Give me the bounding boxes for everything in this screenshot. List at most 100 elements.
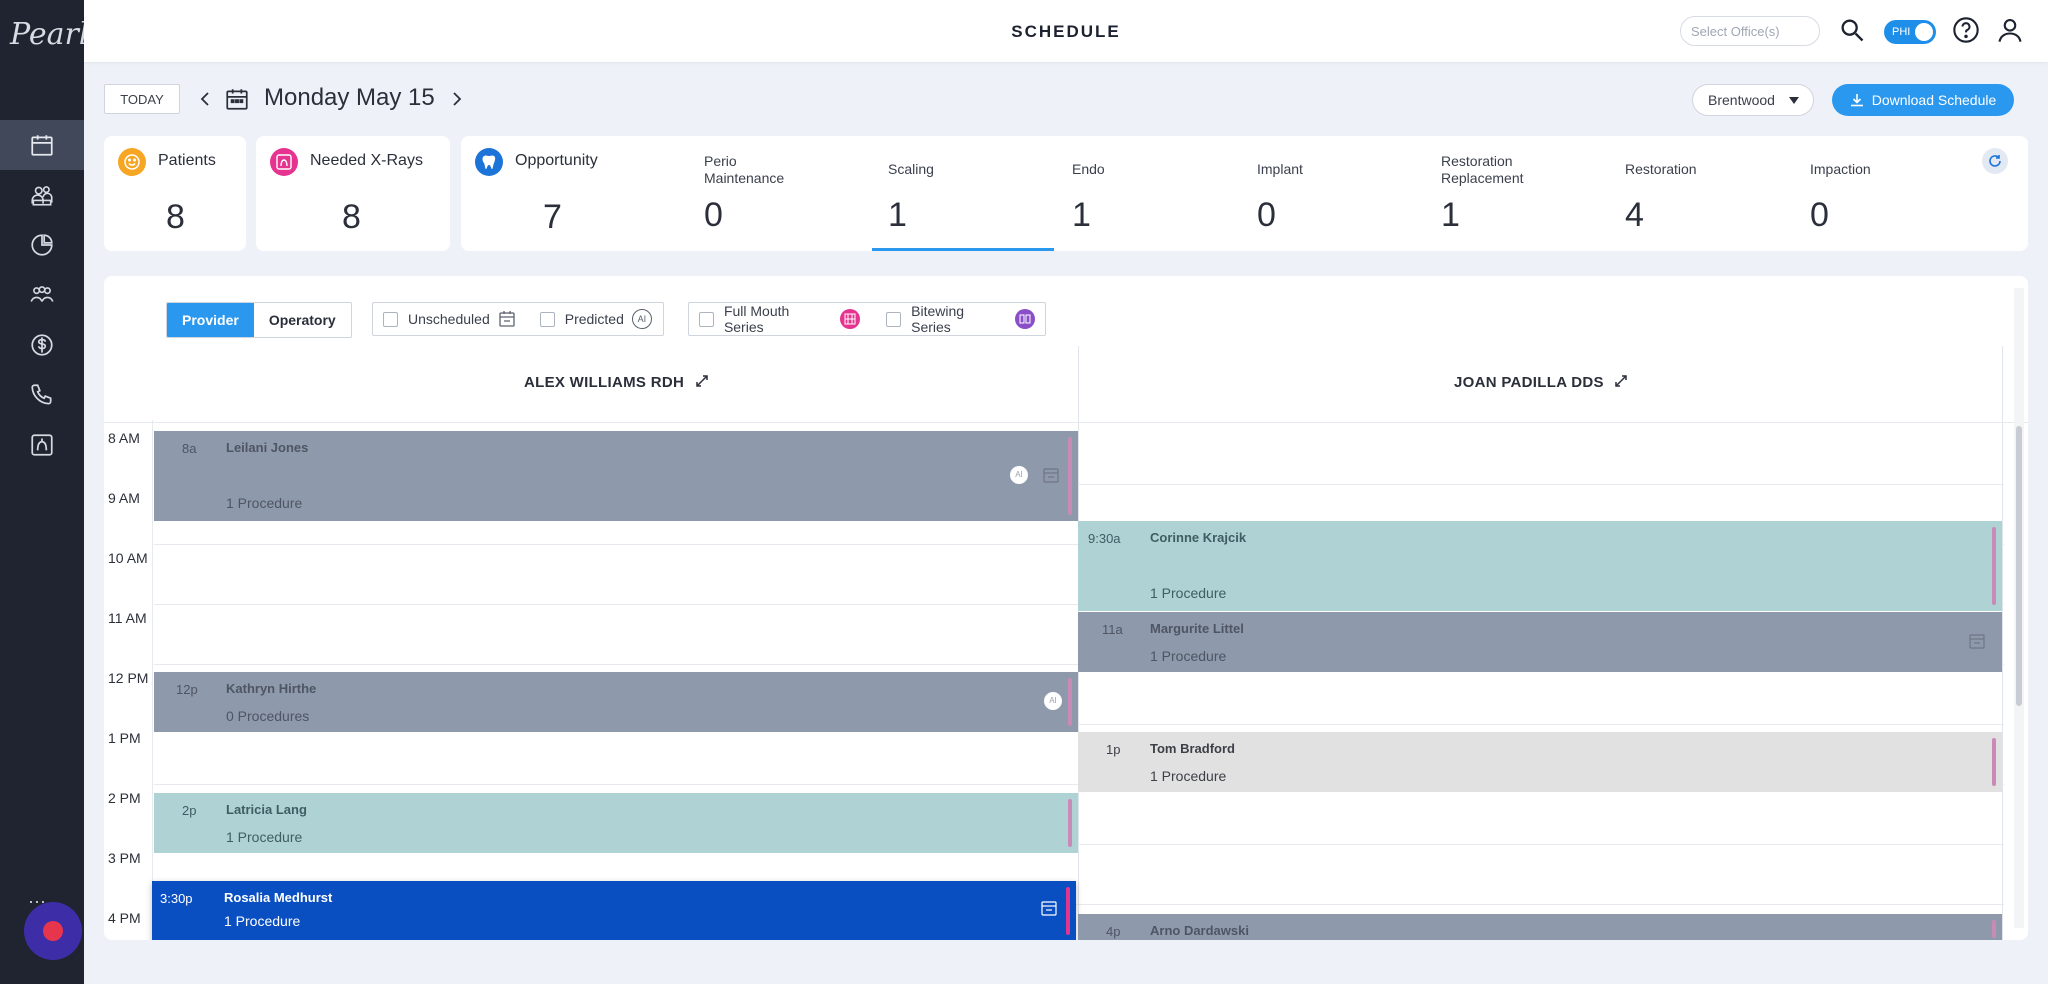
- status-bar: [1992, 920, 1996, 938]
- record-button[interactable]: [24, 902, 82, 960]
- appointment-time: 11a: [1102, 622, 1123, 637]
- provider-column-header: ALEX WILLIAMS RDH: [524, 374, 709, 391]
- patient-name[interactable]: Margurite Littel: [1150, 621, 1244, 636]
- location-select[interactable]: Brentwood: [1692, 84, 1814, 116]
- unscheduled-label: Unscheduled: [408, 311, 490, 327]
- full-mouth-series-checkbox[interactable]: [699, 311, 714, 327]
- column-divider: [2002, 346, 2003, 940]
- provider-view-button[interactable]: Provider: [167, 303, 254, 337]
- nav-patients[interactable]: [0, 170, 84, 220]
- appointment-card[interactable]: 4p Arno Dardawski: [1078, 914, 2002, 940]
- current-date: Monday May 15: [264, 84, 435, 111]
- predicted-checkbox[interactable]: [539, 311, 555, 327]
- operatory-view-button[interactable]: Operatory: [253, 303, 351, 337]
- bitewing-series-checkbox[interactable]: [886, 311, 902, 327]
- procedure-count: 1 Procedure: [226, 829, 303, 845]
- nav-team[interactable]: [0, 270, 84, 320]
- appointment-card[interactable]: 12p Kathryn Hirthe 0 Procedures AI: [154, 672, 1078, 732]
- calendar-icon: [1043, 468, 1059, 483]
- predicted-label: Predicted: [564, 311, 624, 327]
- sub-value: 0: [704, 196, 723, 234]
- patient-name[interactable]: Rosalia Medhurst: [224, 890, 333, 905]
- provider-column-header: JOAN PADILLA DDS: [1454, 374, 1628, 391]
- appointment-card[interactable]: 11a Margurite Littel 1 Procedure: [1078, 612, 2002, 672]
- caret-down-icon: [1789, 97, 1799, 104]
- search-icon[interactable]: [1838, 16, 1866, 44]
- patient-name[interactable]: Latricia Lang: [226, 802, 307, 817]
- opportunity-restoration-replacement[interactable]: Restoration Replacement 1: [1441, 136, 1591, 251]
- patient-name[interactable]: Arno Dardawski: [1150, 923, 1249, 938]
- appointment-card[interactable]: 9:30a Corinne Krajcik 1 Procedure: [1078, 521, 2002, 611]
- card-value: 8: [342, 198, 361, 236]
- grid-line: [154, 904, 2004, 905]
- status-bar: [1066, 887, 1070, 935]
- download-schedule-button[interactable]: Download Schedule: [1832, 84, 2014, 116]
- appointment-card[interactable]: 1p Tom Bradford 1 Procedure: [1078, 732, 2002, 792]
- hour-label: 11 AM: [108, 610, 147, 626]
- card-value: 8: [166, 198, 185, 236]
- appointment-time: 2p: [182, 803, 197, 818]
- ai-icon: AI: [631, 309, 652, 329]
- xray-icon: [31, 434, 53, 456]
- opportunity-restoration[interactable]: Restoration 4: [1625, 136, 1775, 251]
- opportunity-perio-maintenance[interactable]: Perio Maintenance 0: [704, 136, 854, 251]
- sub-value: 0: [1257, 196, 1276, 234]
- calendar-icon: [31, 135, 53, 156]
- phi-label: PHI: [1892, 26, 1911, 38]
- full-mouth-series-label: Full Mouth Series: [723, 303, 790, 335]
- appointment-card-selected[interactable]: 3:30p Rosalia Medhurst 1 Procedure: [152, 881, 1076, 940]
- nav-analytics[interactable]: [0, 220, 84, 270]
- nav-billing[interactable]: [0, 320, 84, 370]
- hour-label: 9 AM: [108, 490, 140, 506]
- unscheduled-checkbox[interactable]: [383, 311, 398, 327]
- nav-xray[interactable]: [0, 420, 84, 470]
- appointment-card[interactable]: 2p Latricia Lang 1 Procedure: [154, 793, 1078, 853]
- appointment-time: 9:30a: [1088, 531, 1121, 546]
- status-bar: [1068, 799, 1072, 847]
- status-bar: [1068, 437, 1072, 515]
- billing-icon: [31, 334, 53, 356]
- patient-name[interactable]: Kathryn Hirthe: [226, 681, 317, 696]
- user-icon[interactable]: [1996, 16, 2024, 44]
- today-button[interactable]: TODAY: [104, 84, 180, 114]
- calendar-icon: [1969, 634, 1985, 649]
- chevron-right-icon[interactable]: [448, 88, 466, 110]
- card-title: Patients: [158, 152, 216, 169]
- patient-name[interactable]: Corinne Krajcik: [1150, 530, 1247, 545]
- appointment-card[interactable]: 8a Leilani Jones 1 Procedure AI: [154, 431, 1078, 521]
- phi-toggle[interactable]: PHI: [1884, 20, 1936, 44]
- top-header: SCHEDULE Select Office(s) PHI: [84, 0, 2048, 62]
- phone-icon: [31, 384, 52, 405]
- nav-schedule[interactable]: [0, 120, 84, 170]
- patients-icon: [31, 186, 53, 206]
- patient-name[interactable]: Leilani Jones: [226, 440, 309, 455]
- refresh-button[interactable]: [1982, 148, 2008, 174]
- office-select-input[interactable]: Select Office(s): [1680, 16, 1820, 46]
- opportunity-impaction[interactable]: Impaction 0: [1810, 136, 1960, 251]
- xrays-card[interactable]: Needed X-Rays 8: [256, 136, 450, 251]
- ai-icon: AI: [1010, 466, 1028, 484]
- provider-name: JOAN PADILLA DDS: [1454, 374, 1604, 391]
- scrollbar[interactable]: [2016, 426, 2022, 706]
- calendar-icon[interactable]: [224, 86, 250, 112]
- expand-icon[interactable]: [695, 374, 709, 388]
- xray-filter-group: Full Mouth Series Bitewing Series: [688, 302, 1046, 336]
- chevron-left-icon[interactable]: [196, 88, 214, 110]
- grid-line: [154, 844, 2004, 845]
- patient-name[interactable]: Tom Bradford: [1150, 741, 1235, 756]
- opportunity-scaling[interactable]: Scaling 1: [872, 136, 1054, 251]
- opportunity-endo[interactable]: Endo 1: [1072, 136, 1222, 251]
- expand-icon[interactable]: [1614, 374, 1628, 388]
- card-title: Opportunity: [515, 152, 598, 169]
- opportunity-implant[interactable]: Implant 0: [1257, 136, 1407, 251]
- help-icon[interactable]: [1952, 16, 1980, 44]
- patients-card[interactable]: Patients 8: [104, 136, 246, 251]
- pearl-logo: Pearl: [10, 17, 89, 52]
- sub-label: Impaction: [1810, 161, 1871, 177]
- grid-line: [154, 484, 2004, 485]
- sub-value: 1: [1441, 196, 1460, 234]
- opportunity-card: Opportunity 7 Perio Maintenance 0 Scalin…: [461, 136, 2028, 251]
- header-divider: [104, 422, 2028, 423]
- nav-phone[interactable]: [0, 370, 84, 420]
- appointment-time: 8a: [182, 441, 197, 456]
